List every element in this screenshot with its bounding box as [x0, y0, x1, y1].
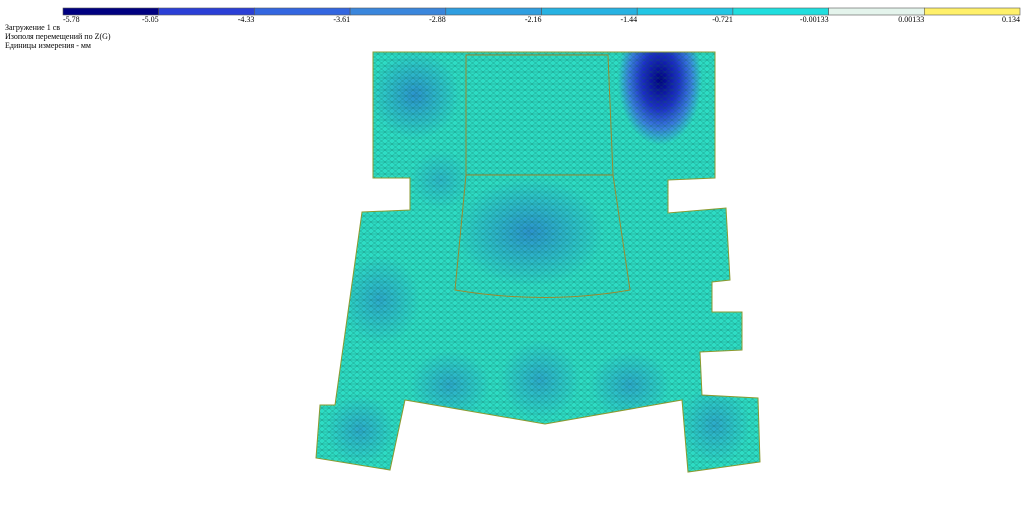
scale-segment	[542, 8, 638, 15]
scale-label: -0.00133	[800, 15, 829, 24]
scale-segment	[159, 8, 255, 15]
scale-label: -4.33	[238, 15, 255, 24]
scale-label: -3.61	[333, 15, 350, 24]
scale-label: -1.44	[621, 15, 638, 24]
scale-segment	[446, 8, 542, 15]
scale-segment	[63, 8, 159, 15]
scale-segment	[254, 8, 350, 15]
scale-label: -0.721	[712, 15, 733, 24]
scale-segment	[637, 8, 733, 15]
scale-segment	[924, 8, 1020, 15]
scale-label: 0.00133	[898, 15, 924, 24]
plate	[300, 15, 770, 480]
load-label: Загружение 1 св	[5, 23, 60, 32]
field-label: Изополя перемещений по Z(G)	[5, 32, 111, 41]
scale-label: -2.88	[429, 15, 446, 24]
screen: -5.78 -5.05 -4.33 -3.61 -2.88 -2.16 -1.44 -0.72…	[0, 0, 1029, 517]
scale-segment	[829, 8, 925, 15]
scale-label: -2.16	[525, 15, 542, 24]
units-label: Единицы измерения - мм	[5, 41, 91, 50]
scale-label: -5.05	[142, 15, 159, 24]
scale-label: -5.78	[63, 15, 80, 24]
color-scale: -5.78 -5.05 -4.33 -3.61 -2.88 -2.16 -1.44 -0.72…	[63, 8, 1020, 24]
scale-segment	[350, 8, 446, 15]
scale-segment	[733, 8, 829, 15]
scale-label: 0.134	[1002, 15, 1020, 24]
